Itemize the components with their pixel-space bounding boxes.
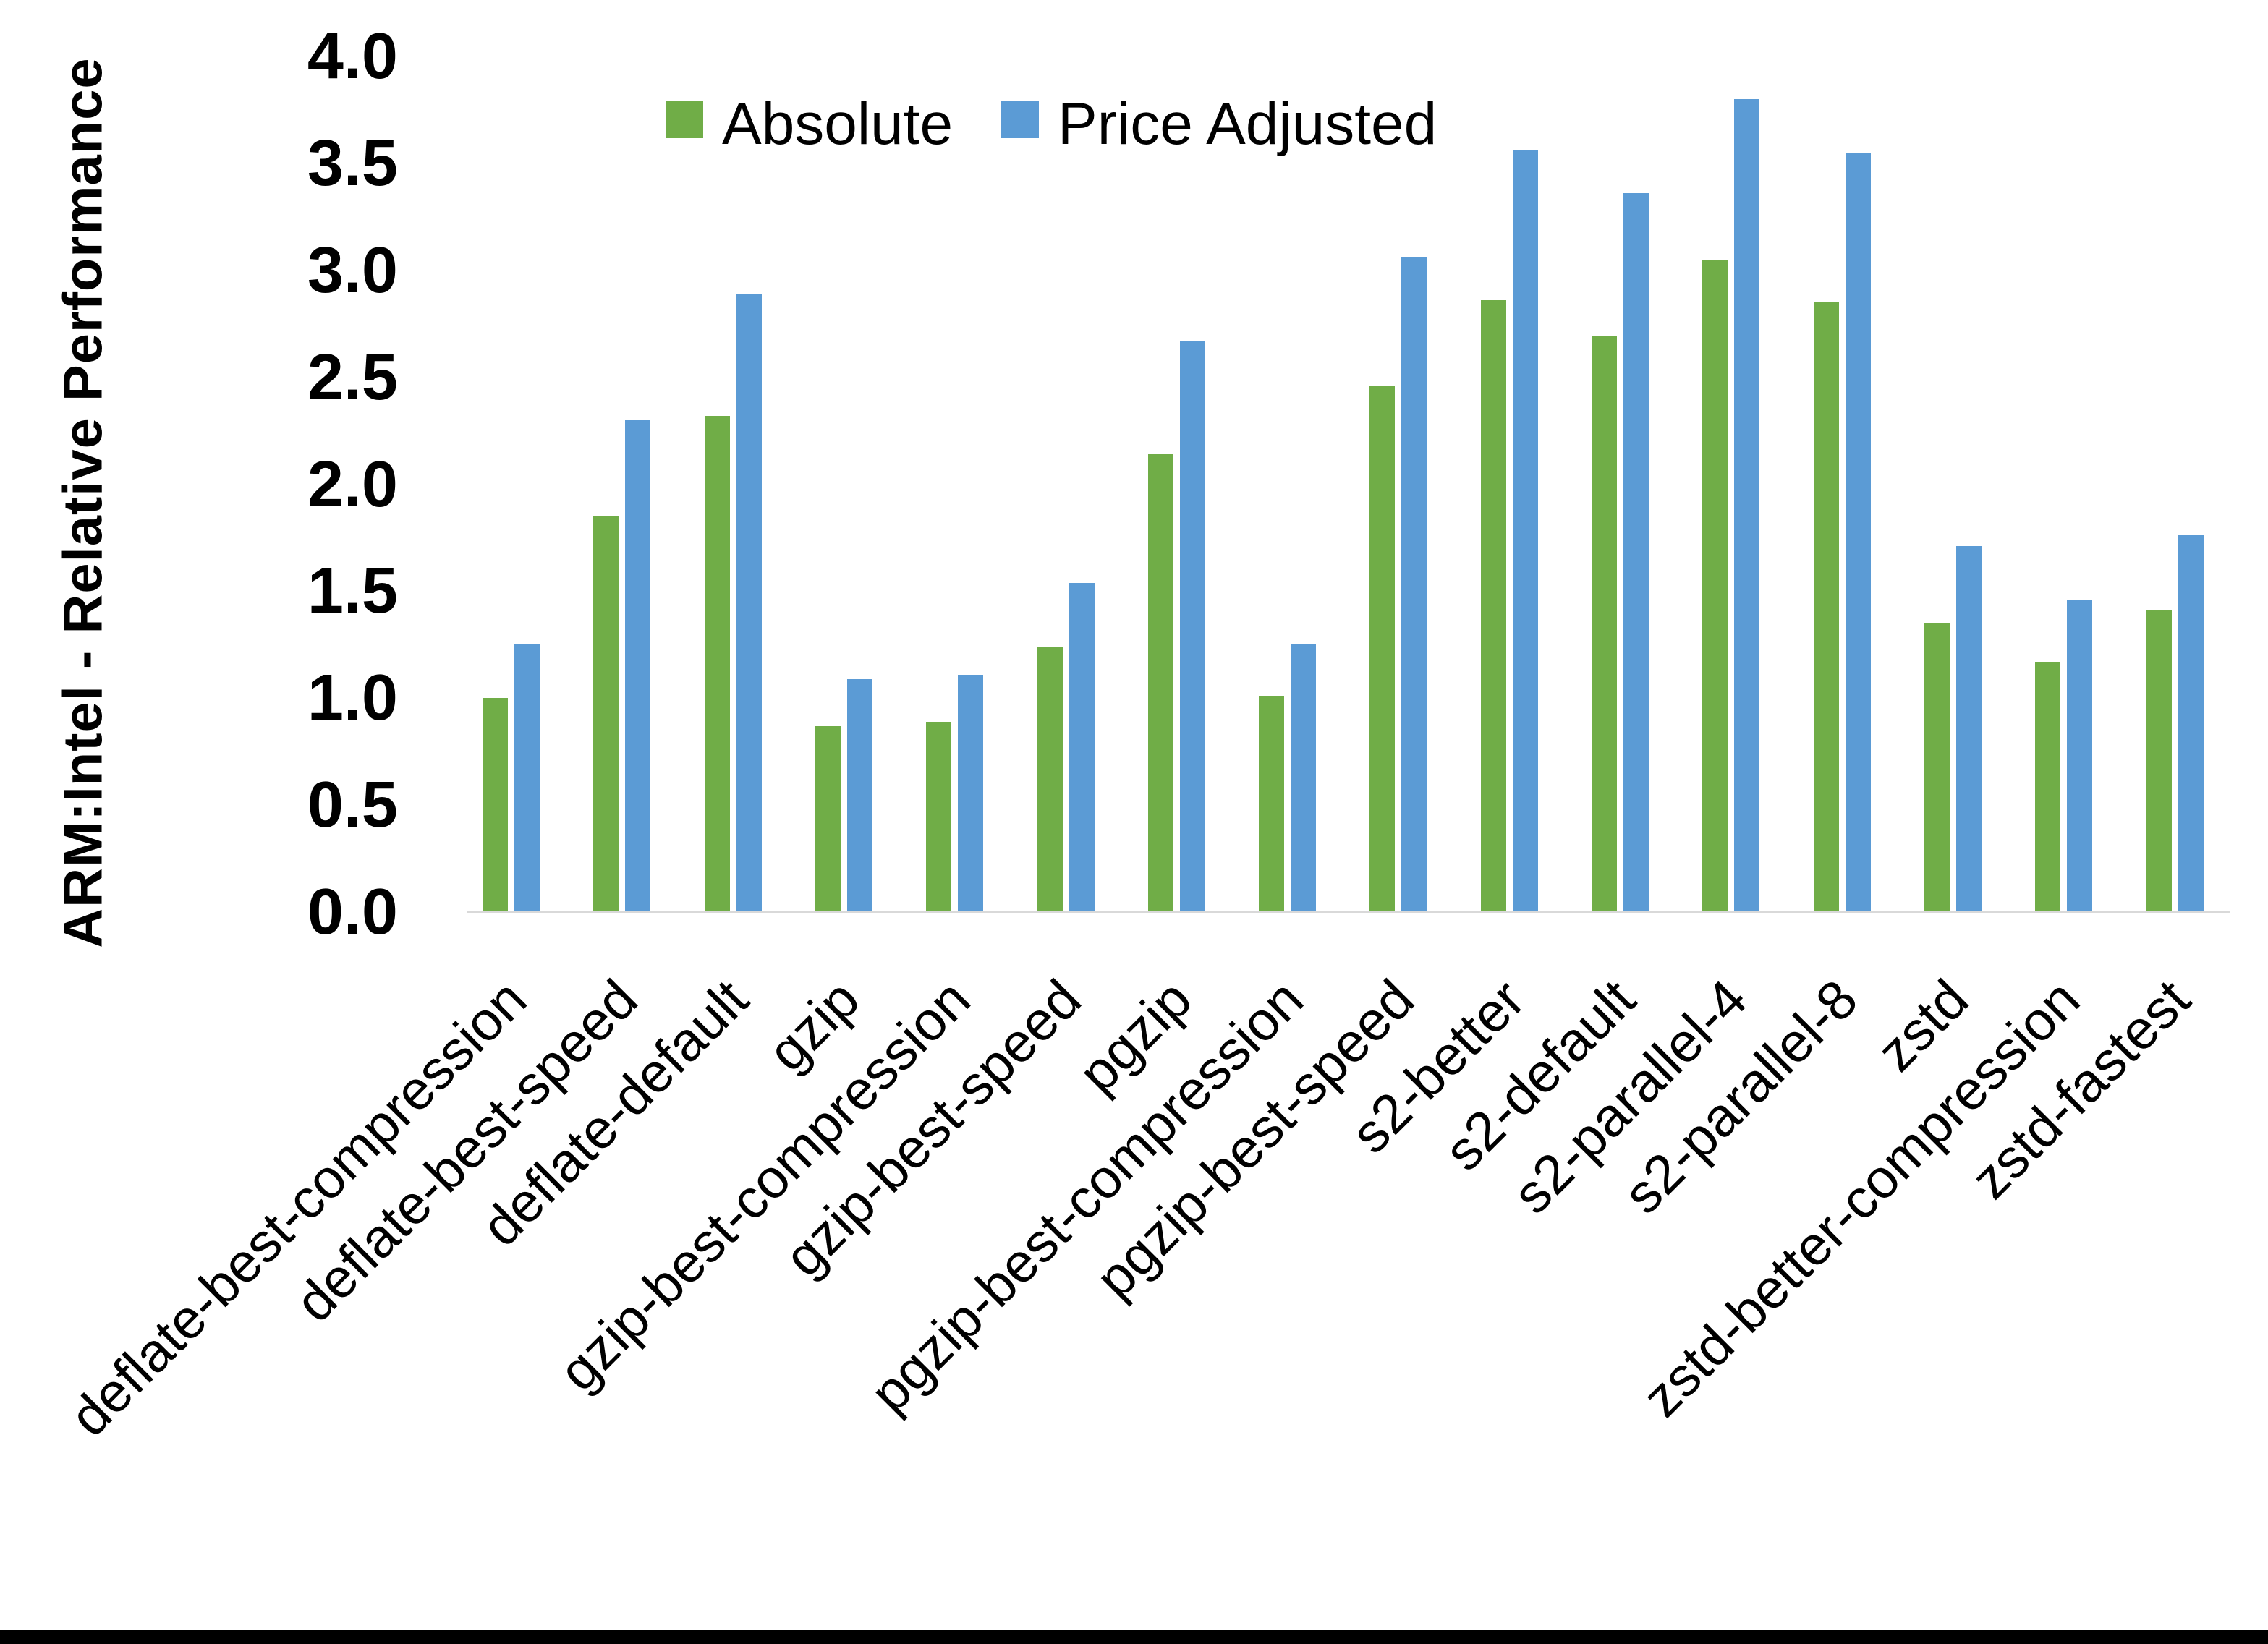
bar-absolute-zstd-fastest xyxy=(2146,610,2172,912)
y-tick-label: 1.0 xyxy=(307,662,398,735)
bar-absolute-s2-better xyxy=(1481,300,1506,912)
legend-label-absolute: Absolute xyxy=(722,91,954,157)
legend-item-price-adjusted: Price Adjusted xyxy=(1001,81,1437,168)
y-tick-label: 0.0 xyxy=(307,876,398,948)
bar-absolute-gzip-best-speed xyxy=(1037,647,1063,912)
y-tick-label: 4.0 xyxy=(307,20,398,93)
bar-price-adjusted-pgzip xyxy=(1180,341,1205,912)
y-tick-label: 1.5 xyxy=(307,555,398,628)
bar-price-adjusted-zstd xyxy=(1956,546,1982,912)
bar-absolute-s2-default xyxy=(1592,336,1617,912)
bar-price-adjusted-gzip xyxy=(847,679,872,912)
bar-price-adjusted-deflate-best-speed xyxy=(625,420,650,912)
legend-swatch-price-adjusted xyxy=(1001,101,1039,138)
x-axis-label-deflate-best-compression: deflate-best-compression xyxy=(58,968,538,1449)
y-tick-label: 2.5 xyxy=(307,341,398,414)
y-tick-label: 3.5 xyxy=(307,127,398,200)
bar-absolute-zstd xyxy=(1924,623,1950,912)
bar-price-adjusted-zstd-better-compression xyxy=(2067,600,2092,912)
bar-absolute-s2-parallel-4 xyxy=(1702,260,1728,912)
bar-price-adjusted-s2-better xyxy=(1513,150,1538,912)
bar-price-adjusted-deflate-default xyxy=(736,294,762,912)
bar-price-adjusted-s2-parallel-4 xyxy=(1734,99,1759,912)
y-axis-title: ARM:Intel - Relative Performance xyxy=(52,57,114,948)
bar-absolute-zstd-better-compression xyxy=(2035,662,2060,912)
bar-price-adjusted-s2-default xyxy=(1623,193,1649,912)
bar-absolute-deflate-default xyxy=(705,416,730,912)
bar-price-adjusted-pgzip-best-compression xyxy=(1291,644,1316,912)
bar-absolute-gzip-best-compression xyxy=(926,722,951,912)
bar-absolute-gzip xyxy=(815,726,841,912)
legend-item-absolute: Absolute xyxy=(666,81,953,168)
y-tick-label: 0.5 xyxy=(307,769,398,842)
bar-absolute-pgzip-best-speed xyxy=(1369,386,1395,912)
bar-price-adjusted-gzip-best-speed xyxy=(1069,583,1095,912)
bar-price-adjusted-pgzip-best-speed xyxy=(1401,257,1427,912)
bar-absolute-deflate-best-speed xyxy=(593,516,619,912)
bar-absolute-s2-parallel-8 xyxy=(1814,302,1839,912)
legend-label-price-adjusted: Price Adjusted xyxy=(1058,91,1437,157)
bar-price-adjusted-s2-parallel-8 xyxy=(1846,153,1871,912)
bar-price-adjusted-gzip-best-compression xyxy=(958,675,983,912)
bar-absolute-pgzip-best-compression xyxy=(1259,696,1284,912)
y-tick-label: 3.0 xyxy=(307,234,398,307)
bar-absolute-pgzip xyxy=(1148,454,1173,912)
y-tick-label: 2.0 xyxy=(307,448,398,521)
bar-absolute-deflate-best-compression xyxy=(483,698,508,912)
bottom-border xyxy=(0,1630,2268,1644)
legend-swatch-absolute xyxy=(666,101,703,138)
bar-price-adjusted-zstd-fastest xyxy=(2178,535,2204,912)
bar-price-adjusted-deflate-best-compression xyxy=(514,644,540,912)
x-axis-line xyxy=(467,911,2230,913)
